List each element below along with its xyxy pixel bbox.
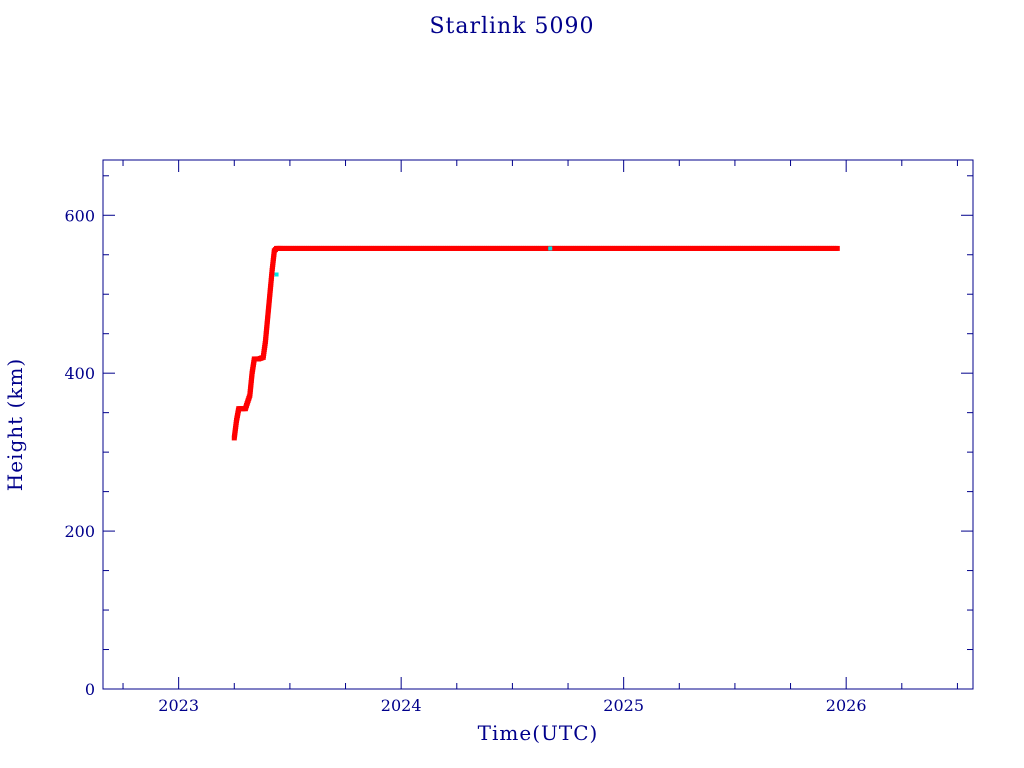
y-tick-label: 200 [64, 522, 95, 541]
x-tick-label: 2024 [381, 696, 422, 715]
chart-title: Starlink 5090 [429, 14, 595, 39]
plot-frame [102, 159, 974, 690]
x-tick-label: 2023 [158, 696, 199, 715]
x-tick-label: 2026 [826, 696, 867, 715]
minor-ticks [103, 160, 973, 689]
y-tick-label: 0 [85, 680, 95, 699]
tick-labels: 2023 2024 2025 2026 0 200 400 600 [64, 206, 866, 715]
y-tick-label: 600 [64, 206, 95, 225]
data-point [834, 245, 840, 251]
x-tick-label: 2025 [603, 696, 644, 715]
highlight-point [548, 246, 553, 251]
plot-border [102, 159, 974, 690]
y-tick-label: 400 [64, 364, 95, 383]
y-axis-label: Height (km) [3, 358, 27, 491]
x-axis-label: Time(UTC) [478, 721, 599, 745]
major-ticks [103, 160, 973, 690]
highlight-point [274, 272, 279, 277]
data-points [231, 245, 840, 441]
